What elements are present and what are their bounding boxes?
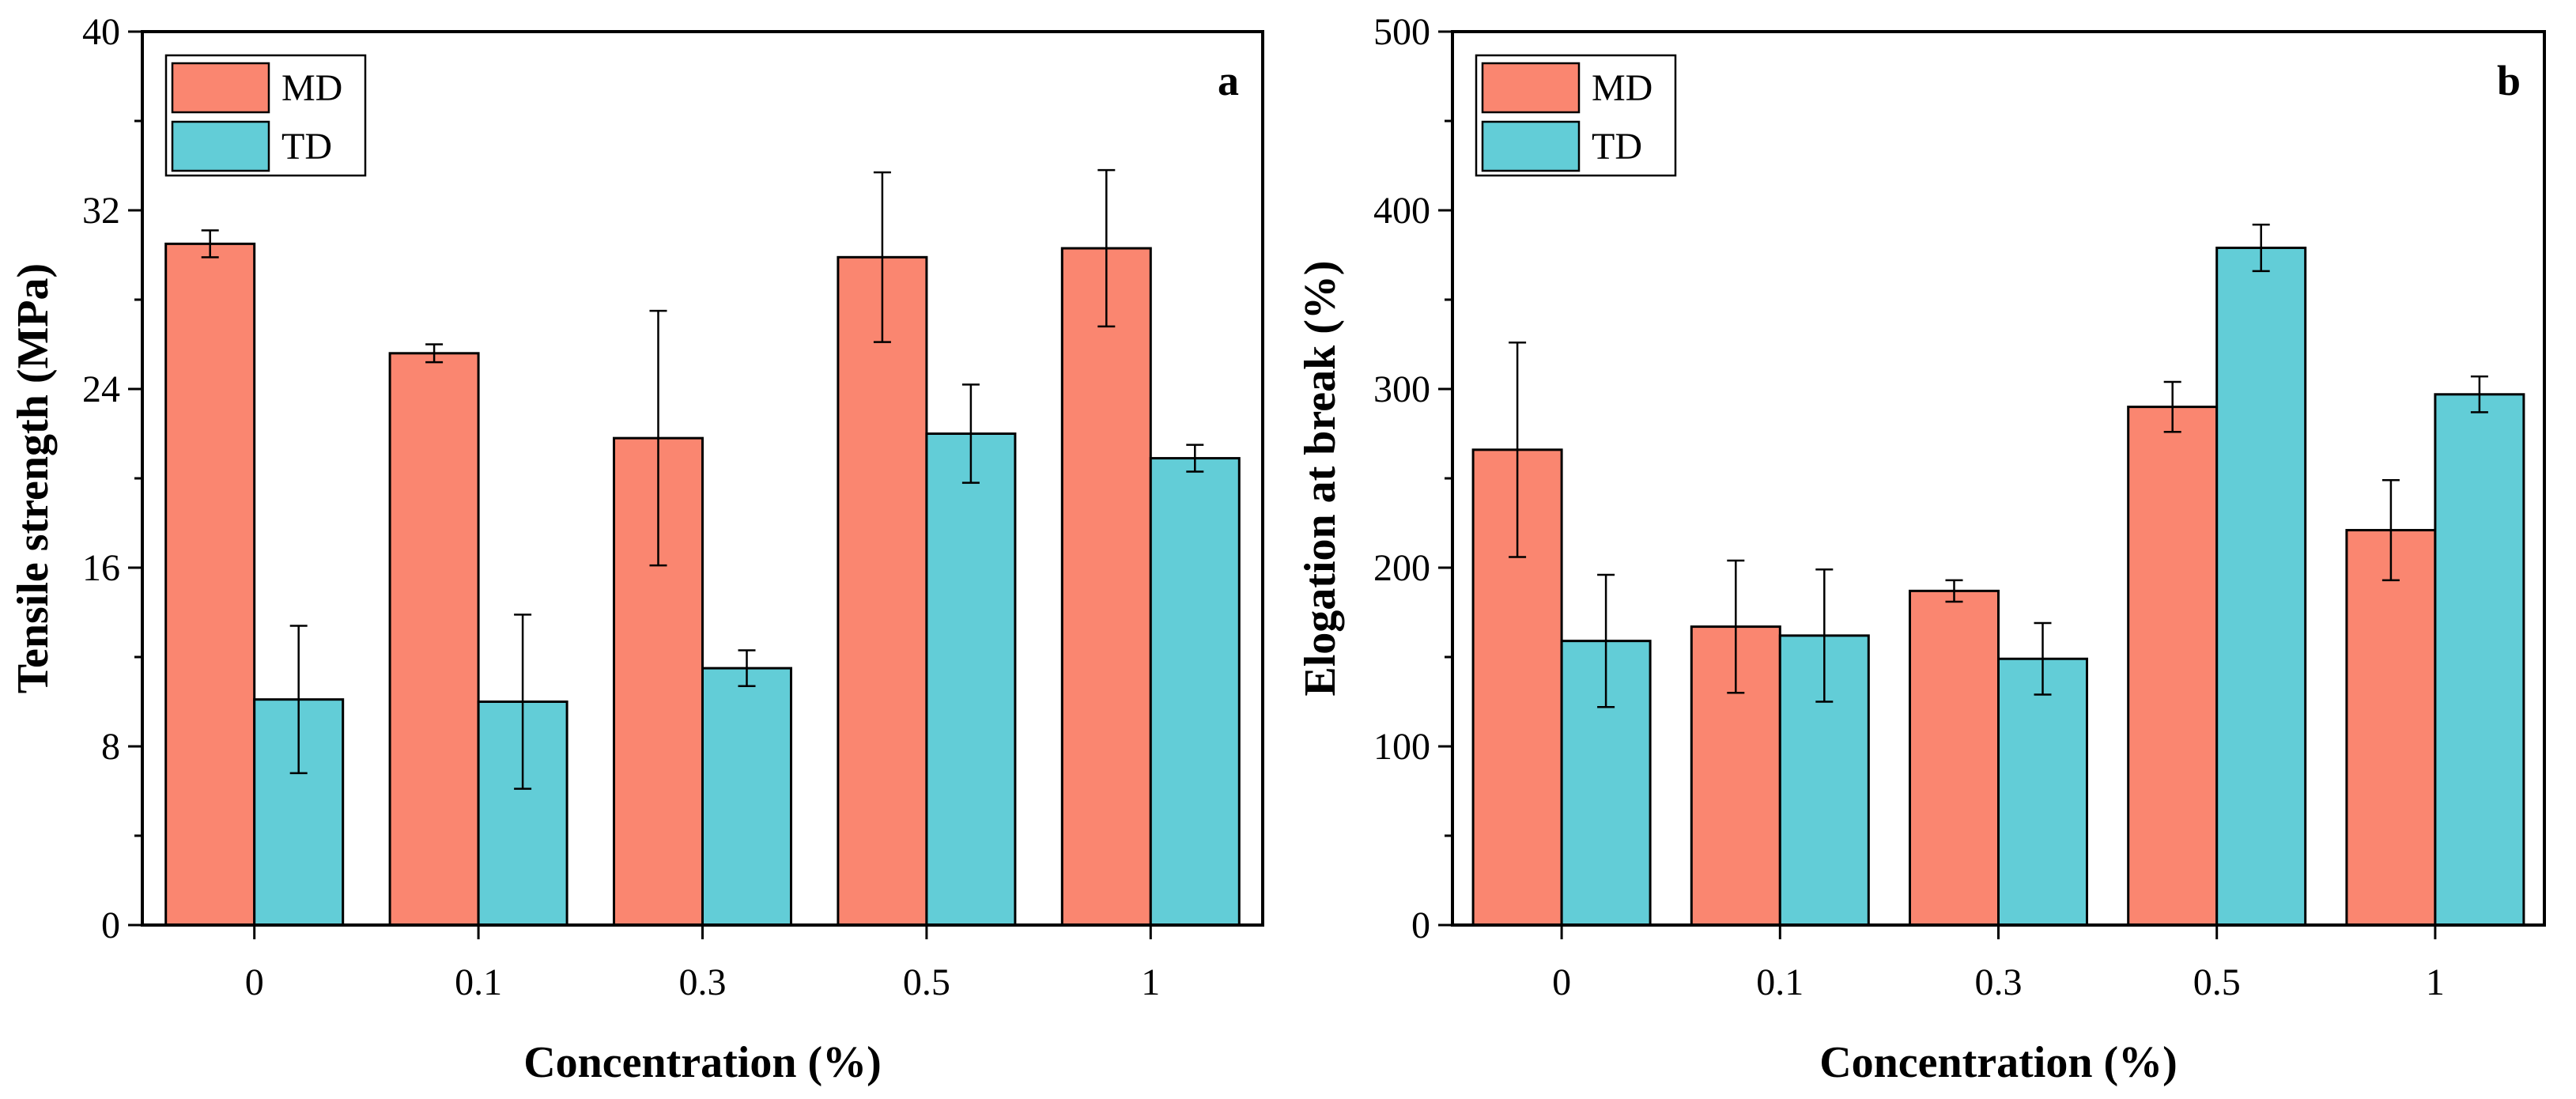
- y-tick-label: 400: [1373, 190, 1430, 232]
- legend-label-md: MD: [1592, 67, 1652, 109]
- bar-md-1: [1060, 247, 1152, 927]
- bar-td-0.3: [1997, 657, 2088, 927]
- bar-md-1: [2345, 529, 2437, 927]
- x-tick-label: 1: [1141, 961, 1160, 1003]
- legend-label-md: MD: [281, 67, 342, 109]
- panel-label: b: [2497, 57, 2521, 104]
- legend-swatch-td: [171, 120, 270, 172]
- bar-md-0.1: [388, 352, 480, 927]
- x-tick-label: 0.3: [1975, 961, 2023, 1003]
- legend-label-td: TD: [281, 126, 332, 168]
- y-tick-label: 32: [82, 190, 120, 232]
- legend-swatch-td: [1481, 120, 1581, 172]
- panel-a-tensile-strength: 0 8 16 24 32 40 0 0.1 0.3 0.5 1 Concentration (%) Te…: [9, 11, 1264, 1087]
- panel-label: a: [1218, 57, 1239, 104]
- bar-td-1: [1149, 457, 1241, 927]
- y-axis-title: Elogation at break (%): [1296, 260, 1345, 696]
- y-axis-title: Tensile strength (MPa): [9, 263, 58, 693]
- x-tick-label: 0: [1552, 961, 1571, 1003]
- bar-md-0: [164, 242, 256, 927]
- legend-label-td: TD: [1592, 126, 1642, 168]
- bar-md-0.3: [1909, 589, 2000, 927]
- y-tick-label: 40: [82, 11, 120, 53]
- x-tick-label: 0.3: [679, 961, 727, 1003]
- legend: MD TD: [1475, 54, 1677, 177]
- y-tick-label: 16: [82, 547, 120, 589]
- x-tick-label: 0.1: [455, 961, 502, 1003]
- legend: MD TD: [164, 54, 367, 177]
- x-tick-label: 0: [245, 961, 264, 1003]
- x-axis-title: Concentration (%): [523, 1038, 882, 1087]
- x-tick-label: 0.5: [2193, 961, 2241, 1003]
- y-tick-label: 200: [1373, 547, 1430, 589]
- x-tick-label: 0.1: [1756, 961, 1804, 1003]
- y-tick-label: 0: [1411, 905, 1430, 946]
- y-tick-label: 100: [1373, 726, 1430, 768]
- y-tick-label: 0: [101, 905, 120, 946]
- bar-md-0.5: [2127, 406, 2219, 927]
- bar-md-0.5: [837, 255, 928, 927]
- legend-swatch-md: [171, 62, 270, 114]
- y-tick-label: 8: [101, 726, 120, 768]
- y-tick-label: 300: [1373, 368, 1430, 410]
- bar-td-0.5: [925, 432, 1017, 927]
- x-axis-title: Concentration (%): [1819, 1038, 2178, 1087]
- x-tick-label: 0.5: [903, 961, 950, 1003]
- x-tick-label: 1: [2426, 961, 2445, 1003]
- bar-td-0.3: [701, 667, 792, 927]
- bar-td-0.5: [2215, 246, 2307, 927]
- bar-td-1: [2434, 393, 2525, 927]
- legend-swatch-md: [1481, 62, 1581, 114]
- panel-b-elongation-at-break: 0 100 200 300 400 500 0 0.1 0.3 0.5 1 Concentration…: [1296, 11, 2546, 1087]
- y-tick-label: 24: [82, 368, 120, 410]
- y-tick-label: 500: [1373, 11, 1430, 53]
